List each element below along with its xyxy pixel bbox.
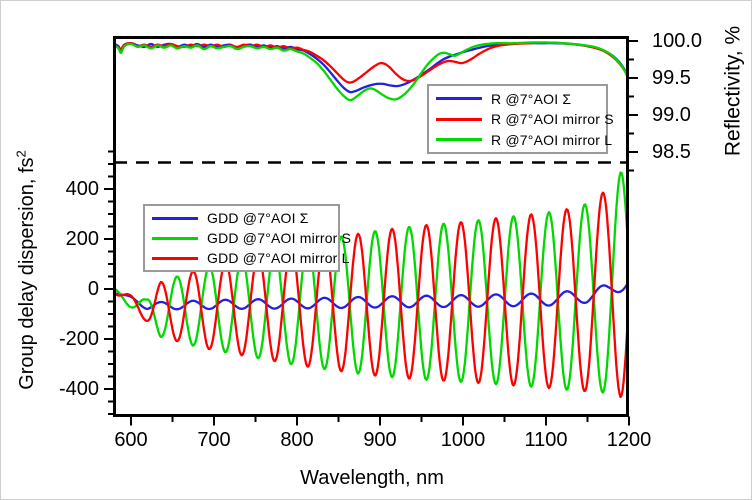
legend-row: R @7°AOI mirror L xyxy=(429,132,612,148)
reflectivity-legend: R @7°AOI Σ R @7°AOI mirror S R @7°AOI mi… xyxy=(427,84,614,154)
legend-line-sample xyxy=(436,97,482,100)
gdd-tick-label: -200 xyxy=(58,328,99,350)
gdd-tick-label: 0 xyxy=(87,278,99,300)
axes-frame xyxy=(113,36,629,417)
legend-label: R @7°AOI mirror L xyxy=(491,131,613,148)
gdd-legend: GDD @7°AOI Σ GDD @7°AOI mirror S GDD @7°… xyxy=(143,204,351,272)
reflectivity-tick-label: 99.5 xyxy=(652,67,691,89)
reflectivity-tick-label: 100.0 xyxy=(652,30,703,52)
x-tick-label: 1000 xyxy=(440,429,486,451)
left-axis-title-exponent: 2 xyxy=(13,150,29,158)
legend-line-sample xyxy=(152,256,198,260)
legend-row: GDD @7°AOI mirror S xyxy=(145,230,351,246)
legend-line-sample xyxy=(152,236,198,240)
legend-row: R @7°AOI mirror S xyxy=(429,111,614,127)
x-tick-label: 1200 xyxy=(606,429,652,451)
x-tick-label: 900 xyxy=(363,429,397,451)
legend-label: GDD @7°AOI mirror L xyxy=(207,250,350,266)
legend-label: R @7°AOI Σ xyxy=(491,90,572,107)
x-axis-title-text: Wavelength, nm xyxy=(300,467,444,489)
data-curve xyxy=(115,281,628,311)
x-tick-label: 800 xyxy=(280,429,314,451)
gdd-tick-label: 400 xyxy=(65,178,99,200)
data-curve xyxy=(115,191,628,399)
x-axis-title: Wavelength, nm xyxy=(252,467,492,490)
reflectivity-tick-label: 98.5 xyxy=(652,141,691,163)
right-axis-title-text: Reflectivity, % xyxy=(721,25,745,157)
legend-row: GDD @7°AOI mirror L xyxy=(145,250,349,266)
data-curve xyxy=(115,41,628,102)
legend-row: GDD @7°AOI Σ xyxy=(145,210,338,226)
legend-label: R @7°AOI mirror S xyxy=(491,111,614,127)
x-tick-label: 600 xyxy=(114,429,148,451)
legend-line-sample xyxy=(436,138,482,141)
legend-line-sample xyxy=(152,216,198,220)
gdd-tick-label: 200 xyxy=(65,228,99,250)
legend-label: GDD @7°AOI Σ xyxy=(207,210,309,226)
x-tick-label: 700 xyxy=(197,429,231,451)
legend-line-sample xyxy=(436,117,482,121)
reflectivity-tick-label: 99.0 xyxy=(652,104,691,126)
x-tick-label: 1100 xyxy=(524,429,568,451)
gdd-tick-label: -400 xyxy=(58,378,99,400)
curve-layer xyxy=(115,41,628,399)
legend-label: GDD @7°AOI mirror S xyxy=(207,230,352,246)
tick-layer xyxy=(104,40,638,426)
data-curve xyxy=(115,171,628,394)
legend-row: R @7°AOI Σ xyxy=(429,91,606,107)
right-axis-title: Reflectivity, % xyxy=(719,1,749,204)
